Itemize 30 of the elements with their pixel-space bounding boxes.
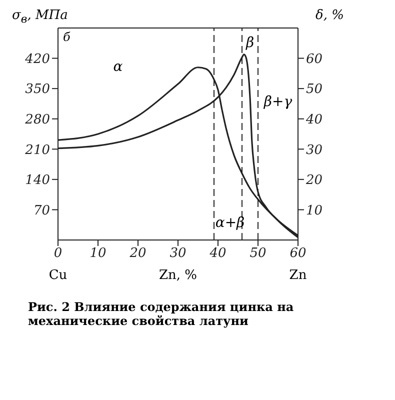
annotation: α+β [215, 214, 245, 231]
annotation: б [63, 30, 70, 44]
annotation: α [113, 58, 123, 75]
y2-tick-label: 50 [306, 82, 323, 98]
text: Рис. 2 Влияние содержания цинка на механические свойства латуни [28, 300, 294, 328]
x-tick-label: 40 [208, 246, 226, 262]
x-tick-label: 20 [128, 246, 146, 262]
y2-tick-label: 40 [305, 112, 323, 128]
y-tick-label: 140 [25, 173, 50, 188]
text: Cu [48, 268, 68, 283]
x-tick-label: 60 [290, 246, 306, 262]
y-tick-label: 70 [33, 203, 50, 218]
annotation: β [246, 35, 254, 52]
y2-tick-label: 20 [305, 173, 323, 188]
y-tick-label: 350 [25, 82, 50, 98]
text: Zn [289, 268, 307, 283]
y2-tick-label: 10 [306, 203, 323, 218]
y-tick-label: 280 [24, 112, 50, 128]
y-axis-title: σ$_{в}$, МПа [12, 8, 68, 26]
x-axis-title: Zn, % [158, 268, 198, 283]
y2-axis-title: δ, % [316, 8, 344, 23]
annotation: β+γ [264, 94, 292, 110]
y-tick-label: 420 [24, 52, 50, 67]
y2-tick-label: 30 [306, 142, 323, 158]
x-tick-label: 30 [170, 246, 186, 262]
x-tick-label: 10 [90, 246, 106, 262]
y-tick-label: 210 [24, 142, 50, 158]
x-tick-label: 0 [54, 246, 62, 262]
y2-tick-label: 60 [306, 52, 323, 67]
x-tick-label: 50 [250, 246, 266, 262]
